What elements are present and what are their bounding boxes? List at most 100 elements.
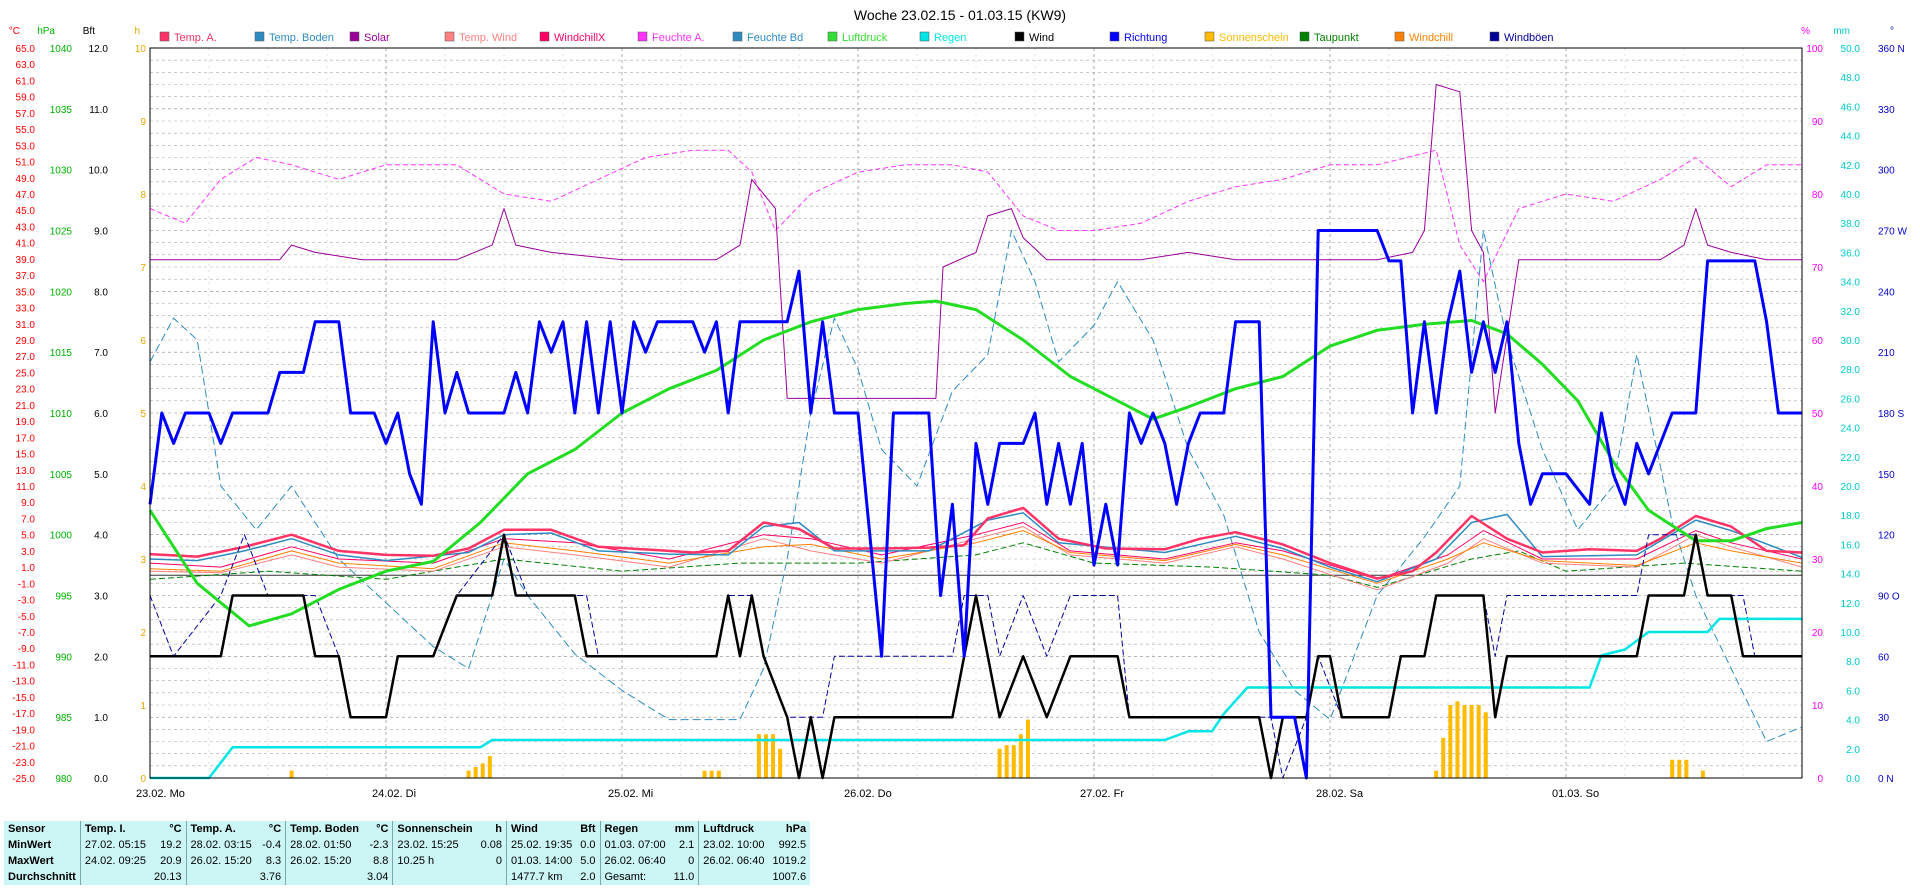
summary-cell: 5.0 [580,855,596,867]
legend-entry: Regen [919,31,966,44]
summary-cell: 23.02. 15:25 [392,837,477,853]
summary-cell: 3.76 [259,871,282,883]
summary-cell: 0 [495,855,503,867]
tick-label: 38.0 [1841,219,1861,230]
tick-label: 28.0 [1841,365,1861,376]
tick-label: 7 [140,263,146,274]
summary-cell: 01.03. 14:00 [506,853,577,869]
summary-cell: Regen [599,821,670,837]
tick-label: 30 [1878,713,1890,724]
tick-label: 995 [55,592,72,603]
tick-label: 4.0 [1846,716,1860,727]
tick-label: 3.0 [21,547,35,558]
plot-frame [149,47,1803,779]
tick-label: 6.0 [1846,686,1860,697]
summary-cell: -0.4 [262,839,282,851]
legend-label: Wind [1029,32,1054,44]
series-feuchte-a- [149,149,1802,283]
legend-entry: Windböen [1489,31,1554,44]
sunshine-bar [1476,705,1481,778]
tick-label: 10 [1812,701,1824,712]
tick-label: 17.0 [16,433,36,444]
tick-label: 8.0 [1846,657,1860,668]
sunshine-bar [1004,745,1009,778]
sunshine-bar [1018,734,1023,778]
tick-label: 53.0 [16,141,36,152]
axis-unit: Bft [83,26,95,37]
tick-label: 7.0 [21,514,35,525]
tick-label: 1.0 [21,563,35,574]
tick-label: 1035 [50,105,73,116]
summary-cell [477,869,507,885]
tick-label: 61.0 [16,76,36,87]
summary-panel: Sensor Temp. I. °C Temp. A. °C Temp. Boden °C S… [0,818,1920,891]
tick-label: 150 [1878,470,1895,481]
summary-table: Sensor Temp. I. °C Temp. A. °C Temp. Boden °C S… [4,821,811,885]
tick-label: 300 [1878,166,1895,177]
summary-cell: 26.02. 15:20 [285,853,363,869]
summary-row: Durchschnitt 20.13 3.76 3.04 1477.7 km 2.0 Ges… [4,869,810,885]
summary-cell: 23.02. 10:00 [698,837,769,853]
tick-label: 49.0 [16,174,36,185]
summary-cell: °C [268,823,282,835]
summary-cell: MinWert [8,839,52,851]
weather-chart: Woche 23.02.15 - 01.03.15 (KW9) Temp. A.… [8,7,1908,800]
legend-swatch [1299,31,1310,42]
legend-label: Luftdruck [842,32,888,44]
summary-row: MinWert 27.02. 05:15 19.2 28.02. 03:15 -0.4 2… [4,837,810,853]
tick-label: -7.0 [18,628,36,639]
series-richtung [148,229,1802,780]
tick-label: 29.0 [16,336,36,347]
tick-label: 13.0 [16,466,36,477]
tick-label: 46.0 [1841,102,1861,113]
legend-entry: Feuchte A. [637,31,705,44]
summary-row: Sensor Temp. I. °C Temp. A. °C Temp. Boden °C S… [4,821,810,837]
summary-cell: 2.1 [678,839,695,851]
legend-label: Temp. Boden [269,32,334,44]
tick-label: -15.0 [12,693,35,704]
summary-cell: MaxWert [8,855,54,867]
legend-swatch [637,31,648,42]
sunshine-bar [487,756,492,778]
tick-label: 8 [140,190,146,201]
tick-label: 6.0 [94,409,108,420]
summary-cell: 27.02. 05:15 [79,837,151,853]
summary-cell: 20.13 [154,871,182,883]
tick-label: 990 [55,652,72,663]
legend-swatch [1204,31,1215,42]
x-tick-label: 01.03. So [1552,788,1599,800]
tick-label: -21.0 [12,742,35,753]
tick-label: 51.0 [16,158,36,169]
tick-label: 5.0 [94,470,108,481]
summary-cell: °C [169,823,182,835]
legend-label: Sonnenschein [1219,32,1289,44]
legend-label: Feuchte Bd [747,32,803,44]
sunshine-bar [756,734,761,778]
sunshine-bar [1700,770,1705,778]
summary-cell: 25.02. 19:35 [506,837,577,853]
tick-label: 34.0 [1841,278,1861,289]
tick-label: 1.0 [94,713,108,724]
summary-cell: Sonnenschein [392,821,477,837]
x-tick-label: 28.02. Sa [1316,788,1364,800]
axis-unit: h [134,26,140,37]
tick-label: 210 [1878,348,1895,359]
summary-cell: Wind [506,821,577,837]
tick-label: 22.0 [1841,453,1861,464]
legend-label: Temp. Wind [459,32,517,44]
sunshine-bar [771,734,776,778]
tick-label: 90 [1812,117,1824,128]
legend-entry: Taupunkt [1299,31,1359,44]
tick-label: 31.0 [16,320,36,331]
legend-swatch [1014,31,1025,42]
sunshine-bar [1483,712,1488,778]
summary-cell: 01.03. 07:00 [599,837,670,853]
tick-label: 35.0 [16,287,36,298]
tick-label: 9.0 [21,498,35,509]
tick-label: 985 [55,713,72,724]
series-solar [150,84,1802,414]
tick-label: 0 [140,774,146,785]
tick-label: 15.0 [16,450,36,461]
legend-entry: WindchillX [539,31,606,44]
summary-cell: 992.5 [778,839,807,851]
